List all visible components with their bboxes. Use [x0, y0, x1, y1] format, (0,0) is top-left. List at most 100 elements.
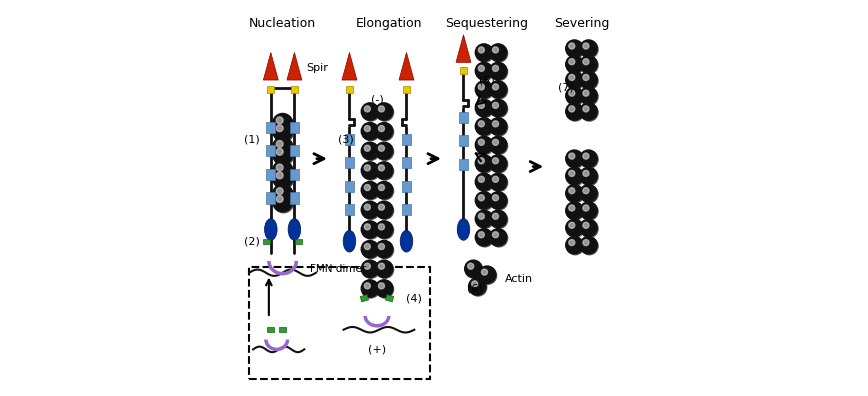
- Circle shape: [567, 185, 584, 203]
- Polygon shape: [342, 53, 357, 80]
- Circle shape: [482, 269, 488, 275]
- Circle shape: [490, 82, 508, 99]
- Circle shape: [490, 137, 508, 154]
- Circle shape: [478, 195, 484, 201]
- Circle shape: [273, 185, 293, 205]
- Circle shape: [273, 162, 293, 181]
- Circle shape: [365, 283, 371, 289]
- Circle shape: [567, 104, 584, 121]
- Circle shape: [569, 240, 575, 246]
- Circle shape: [276, 164, 283, 171]
- Circle shape: [478, 232, 484, 238]
- Circle shape: [273, 121, 293, 141]
- Circle shape: [468, 263, 474, 269]
- Circle shape: [581, 151, 598, 168]
- Circle shape: [365, 244, 371, 249]
- Circle shape: [361, 103, 378, 120]
- Bar: [290, 145, 299, 156]
- Circle shape: [362, 222, 379, 239]
- Circle shape: [471, 281, 477, 287]
- Circle shape: [365, 145, 371, 151]
- Circle shape: [569, 106, 575, 112]
- Circle shape: [478, 121, 484, 127]
- Bar: [266, 145, 275, 156]
- Circle shape: [490, 211, 508, 228]
- Circle shape: [465, 261, 483, 278]
- Circle shape: [580, 236, 597, 254]
- Circle shape: [580, 202, 597, 219]
- Circle shape: [492, 102, 498, 109]
- Circle shape: [376, 104, 393, 121]
- Text: FMN dimer: FMN dimer: [310, 264, 366, 274]
- Circle shape: [492, 139, 498, 145]
- Circle shape: [276, 141, 283, 147]
- Circle shape: [273, 138, 293, 158]
- Bar: [345, 133, 354, 145]
- Text: (2): (2): [245, 236, 260, 246]
- Circle shape: [567, 57, 584, 74]
- Bar: [345, 204, 354, 215]
- Polygon shape: [456, 35, 471, 62]
- Circle shape: [490, 228, 507, 246]
- Text: (5): (5): [479, 75, 495, 85]
- Text: (7): (7): [558, 83, 574, 93]
- Circle shape: [569, 222, 575, 228]
- Circle shape: [376, 261, 393, 278]
- Bar: [266, 122, 275, 133]
- Circle shape: [361, 260, 378, 278]
- Circle shape: [580, 150, 597, 168]
- Circle shape: [362, 124, 379, 141]
- Circle shape: [375, 142, 392, 160]
- Bar: [290, 192, 299, 204]
- Circle shape: [365, 204, 371, 210]
- Circle shape: [490, 230, 508, 247]
- Circle shape: [361, 142, 378, 160]
- Circle shape: [273, 137, 293, 157]
- Bar: [385, 295, 394, 302]
- Circle shape: [365, 126, 371, 131]
- Circle shape: [583, 205, 589, 211]
- Circle shape: [470, 279, 487, 296]
- Circle shape: [362, 143, 379, 160]
- Circle shape: [378, 126, 385, 131]
- Circle shape: [583, 43, 589, 49]
- Text: Actin: Actin: [505, 274, 533, 284]
- Circle shape: [581, 72, 598, 89]
- Circle shape: [273, 169, 293, 188]
- Circle shape: [581, 57, 598, 74]
- Circle shape: [490, 119, 508, 136]
- Circle shape: [478, 102, 484, 109]
- Circle shape: [566, 103, 583, 120]
- Circle shape: [478, 213, 484, 219]
- Circle shape: [477, 192, 493, 210]
- Circle shape: [477, 230, 493, 247]
- Circle shape: [566, 236, 583, 254]
- Circle shape: [476, 118, 493, 135]
- Circle shape: [569, 74, 575, 80]
- Polygon shape: [287, 53, 302, 80]
- Circle shape: [569, 43, 575, 49]
- Circle shape: [273, 161, 293, 180]
- Circle shape: [378, 283, 385, 289]
- Text: Nucleation: Nucleation: [249, 17, 316, 30]
- Circle shape: [569, 205, 575, 211]
- Ellipse shape: [288, 219, 300, 240]
- Circle shape: [478, 158, 484, 164]
- Text: Elongation: Elongation: [356, 17, 422, 30]
- Circle shape: [376, 281, 393, 298]
- Circle shape: [375, 181, 392, 199]
- Circle shape: [492, 213, 498, 219]
- Circle shape: [477, 174, 493, 191]
- Circle shape: [567, 168, 584, 185]
- Circle shape: [476, 62, 493, 80]
- Circle shape: [376, 143, 393, 160]
- Bar: [402, 181, 411, 192]
- Circle shape: [492, 158, 498, 164]
- Circle shape: [566, 202, 583, 219]
- Circle shape: [276, 117, 283, 124]
- Circle shape: [490, 63, 508, 80]
- Circle shape: [490, 100, 508, 118]
- Circle shape: [492, 84, 498, 90]
- Circle shape: [477, 137, 493, 154]
- Circle shape: [569, 90, 575, 96]
